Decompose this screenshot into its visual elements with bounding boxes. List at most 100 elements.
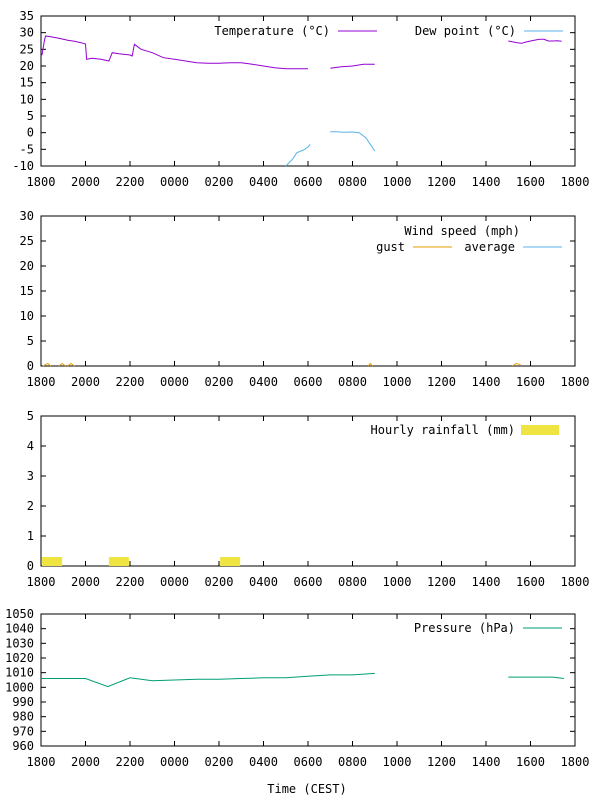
series-line-temperature-c [40,35,308,70]
y-tick-label: 20 [20,59,34,73]
y-tick-label: 1 [27,529,34,543]
y-tick-label: 980 [12,710,34,724]
x-tick-label: 1800 [561,755,590,769]
x-axis-label: Time (CEST) [267,782,346,796]
series-line-dew-point-c [285,143,311,167]
y-tick-label: -10 [12,159,34,173]
y-tick-label: 25 [20,42,34,56]
x-tick-label: 1000 [383,575,412,589]
series-line-temperature-c [508,38,562,44]
series-line-gust [512,362,521,367]
series-line-temperature-c [330,63,375,69]
legend-swatch-hourly-rainfall-mm [521,425,559,435]
plot-frame [40,215,576,367]
x-tick-label: 1200 [427,175,456,189]
x-tick-label: 0000 [160,575,189,589]
x-tick-label: 0200 [205,755,234,769]
x-tick-label: 1800 [561,575,590,589]
x-tick-label: 0800 [338,175,367,189]
x-tick-label: 2200 [116,755,145,769]
y-tick-label: 1000 [5,680,34,694]
x-tick-label: 0600 [294,575,323,589]
legend-label-hourly-rainfall-mm: Hourly rainfall (mm) [371,423,516,437]
y-tick-label: 1050 [5,607,34,621]
plot-frame [40,15,576,167]
x-tick-label: 0200 [205,575,234,589]
x-tick-label: 1600 [516,575,545,589]
y-tick-label: 0 [27,359,34,373]
x-tick-label: 1800 [27,175,56,189]
y-tick-label: 1020 [5,651,34,665]
y-tick-label: 0 [27,126,34,140]
y-tick-label: 30 [20,26,34,40]
y-tick-label: 5 [27,334,34,348]
x-tick-label: 1000 [383,375,412,389]
y-tick-label: 30 [20,209,34,223]
x-tick-label: 0800 [338,375,367,389]
x-tick-label: 2000 [71,755,100,769]
legend-label-pressure-hpa: Pressure (hPa) [414,621,515,635]
x-tick-label: 1600 [516,375,545,389]
y-tick-label: 5 [27,109,34,123]
wind-speed-chart: 0 5 10 15 20 25 30 1800 2000 2200 0000 0200 0400 0600… [20,209,590,389]
series-line-dew-point-c [330,131,376,152]
rain-bar [220,557,241,566]
y-tick-label: 20 [20,259,34,273]
chart-title: Wind speed (mph) [404,224,520,238]
x-tick-label: 0200 [205,175,234,189]
x-tick-label: 0800 [338,755,367,769]
y-tick-label: 3 [27,469,34,483]
y-tick-label: 960 [12,739,34,753]
x-tick-label: 1800 [561,175,590,189]
x-tick-label: 1400 [472,575,501,589]
rain-bar [42,557,63,566]
y-tick-label: 990 [12,695,34,709]
series-line-gust [42,362,52,367]
x-tick-label: 0600 [294,755,323,769]
y-tick-label: 2 [27,499,34,513]
x-tick-label: 0400 [249,755,278,769]
x-tick-label: 0000 [160,755,189,769]
x-tick-label: 1600 [516,175,545,189]
legend-label-gust: gust [376,240,405,254]
series-line-gust [67,362,75,367]
legend-label-dew-point-c: Dew point (°C) [415,24,516,38]
x-tick-label: 0000 [160,175,189,189]
y-tick-label: 0 [27,559,34,573]
y-tick-label: 15 [20,76,34,90]
x-tick-label: 1400 [472,175,501,189]
series-line-gust [367,362,373,367]
x-tick-label: 1400 [472,375,501,389]
x-tick-label: 1200 [427,755,456,769]
x-tick-label: 0200 [205,375,234,389]
x-tick-label: 1800 [27,575,56,589]
y-tick-label: 5 [27,409,34,423]
x-tick-label: 0400 [249,175,278,189]
y-tick-label: 4 [27,439,34,453]
series-line-gust [58,362,66,367]
legend-label-temperature-c: Temperature (°C) [214,24,330,38]
x-tick-label: 0600 [294,175,323,189]
x-tick-label: 2000 [71,175,100,189]
plot-frame [40,415,576,567]
x-tick-label: 1600 [516,755,545,769]
x-tick-label: 1200 [427,375,456,389]
x-tick-label: 1200 [427,575,456,589]
x-tick-label: 1800 [27,375,56,389]
y-tick-label: 1040 [5,622,34,636]
x-tick-label: 1000 [383,755,412,769]
series-line-pressure-hpa [41,672,375,688]
y-tick-label: 970 [12,724,34,738]
y-tick-label: 25 [20,234,34,248]
y-tick-label: 10 [20,309,34,323]
legend-label-average: average [464,240,515,254]
x-tick-label: 0800 [338,575,367,589]
x-tick-label: 1800 [561,375,590,389]
rain-bar [108,557,129,566]
x-tick-label: 0600 [294,375,323,389]
x-tick-label: 1000 [383,175,412,189]
x-tick-label: 1400 [472,755,501,769]
y-tick-label: -5 [20,142,34,156]
y-tick-label: 1030 [5,636,34,650]
